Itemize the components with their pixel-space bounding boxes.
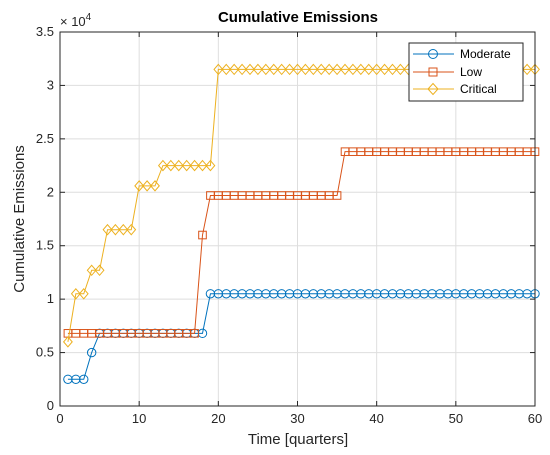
data-point-critical: [284, 63, 295, 76]
data-point-critical: [189, 159, 200, 172]
chart-title: Cumulative Emissions: [218, 9, 378, 26]
data-point-critical: [276, 63, 287, 76]
data-point-critical: [150, 180, 160, 192]
legend-label-low: Low: [460, 65, 482, 79]
data-point-critical: [70, 288, 81, 300]
data-point-critical: [118, 223, 129, 236]
legend-marker-moderate: [428, 49, 438, 59]
data-point-critical: [213, 63, 224, 76]
data-point-critical: [62, 336, 73, 348]
data-point-critical: [395, 63, 406, 76]
data-point-critical: [252, 63, 263, 76]
legend-entry-moderate: Moderate: [413, 47, 511, 61]
series-layer: [62, 63, 540, 384]
data-point-critical: [197, 159, 208, 172]
legend-label-critical: Critical: [460, 82, 497, 96]
data-point-critical: [205, 159, 216, 172]
x-tick-label: 60: [528, 411, 542, 426]
data-point-critical: [340, 63, 350, 76]
axis-ticks: 0 10 20 30 40 50 60 0 0.5 1 1.5 2 2.5 3 3.5: [36, 24, 542, 426]
data-point-critical: [134, 180, 145, 192]
y-tick-label: 3.5: [36, 24, 54, 39]
data-point-critical: [292, 63, 303, 76]
y-tick-label: 0.5: [36, 345, 54, 360]
series-low: [63, 147, 540, 338]
data-point-low: [190, 329, 199, 338]
y-tick-label: 0: [47, 398, 54, 413]
y-tick-label: 1.5: [36, 238, 54, 253]
data-point-critical: [229, 63, 240, 76]
x-tick-label: 10: [132, 411, 146, 426]
data-point-critical: [324, 63, 335, 76]
data-point-critical: [308, 63, 319, 76]
data-point-critical: [371, 63, 382, 76]
legend-marker-low: [428, 67, 438, 77]
data-point-critical: [94, 264, 105, 277]
data-point-critical: [126, 223, 137, 236]
data-point-critical: [221, 63, 232, 76]
data-point-critical: [268, 63, 279, 76]
x-tick-label: 30: [290, 411, 304, 426]
data-point-critical: [237, 63, 248, 76]
data-point-critical: [332, 63, 343, 76]
x-tick-label: 40: [369, 411, 383, 426]
y-tick-label: 2: [47, 184, 54, 199]
data-point-critical: [316, 63, 327, 76]
data-point-critical: [300, 63, 311, 76]
data-point-critical: [379, 63, 390, 76]
data-point-critical: [110, 223, 121, 236]
y-axis-multiplier: × 104: [60, 12, 92, 29]
data-point-critical: [86, 264, 97, 277]
data-point-critical: [387, 63, 398, 76]
legend: Moderate Low Critical: [408, 42, 524, 102]
data-point-critical: [522, 63, 533, 76]
y-axis-multiplier-exponent: 4: [86, 12, 92, 23]
data-point-low: [332, 191, 342, 200]
legend-label-moderate: Moderate: [460, 47, 511, 61]
x-axis-label: Time [quarters]: [248, 431, 348, 448]
data-point-critical: [142, 180, 153, 192]
data-point-low: [198, 230, 207, 240]
data-point-moderate: [86, 347, 97, 358]
data-point-critical: [102, 223, 113, 236]
legend-marker-critical: [427, 82, 439, 96]
data-point-moderate: [79, 374, 89, 384]
x-tick-label: 20: [211, 411, 225, 426]
y-axis-label: Cumulative Emissions: [11, 145, 28, 293]
data-point-critical: [181, 159, 192, 172]
x-tick-label: 0: [56, 411, 63, 426]
legend-entry-critical: Critical: [413, 82, 497, 96]
legend-entry-low: Low: [413, 65, 482, 79]
data-point-critical: [355, 63, 366, 76]
data-point-critical: [347, 63, 358, 76]
data-point-critical: [173, 159, 184, 172]
data-point-critical: [245, 63, 255, 76]
data-point-critical: [157, 159, 168, 172]
y-tick-label: 3: [47, 77, 54, 92]
y-tick-label: 2.5: [36, 131, 54, 146]
x-tick-label: 50: [449, 411, 463, 426]
data-point-critical: [165, 159, 176, 172]
y-tick-label: 1: [47, 291, 54, 306]
data-point-critical: [78, 288, 89, 300]
data-point-critical: [363, 63, 374, 76]
data-point-critical: [260, 63, 271, 76]
y-axis-multiplier-base: × 10: [60, 14, 86, 29]
